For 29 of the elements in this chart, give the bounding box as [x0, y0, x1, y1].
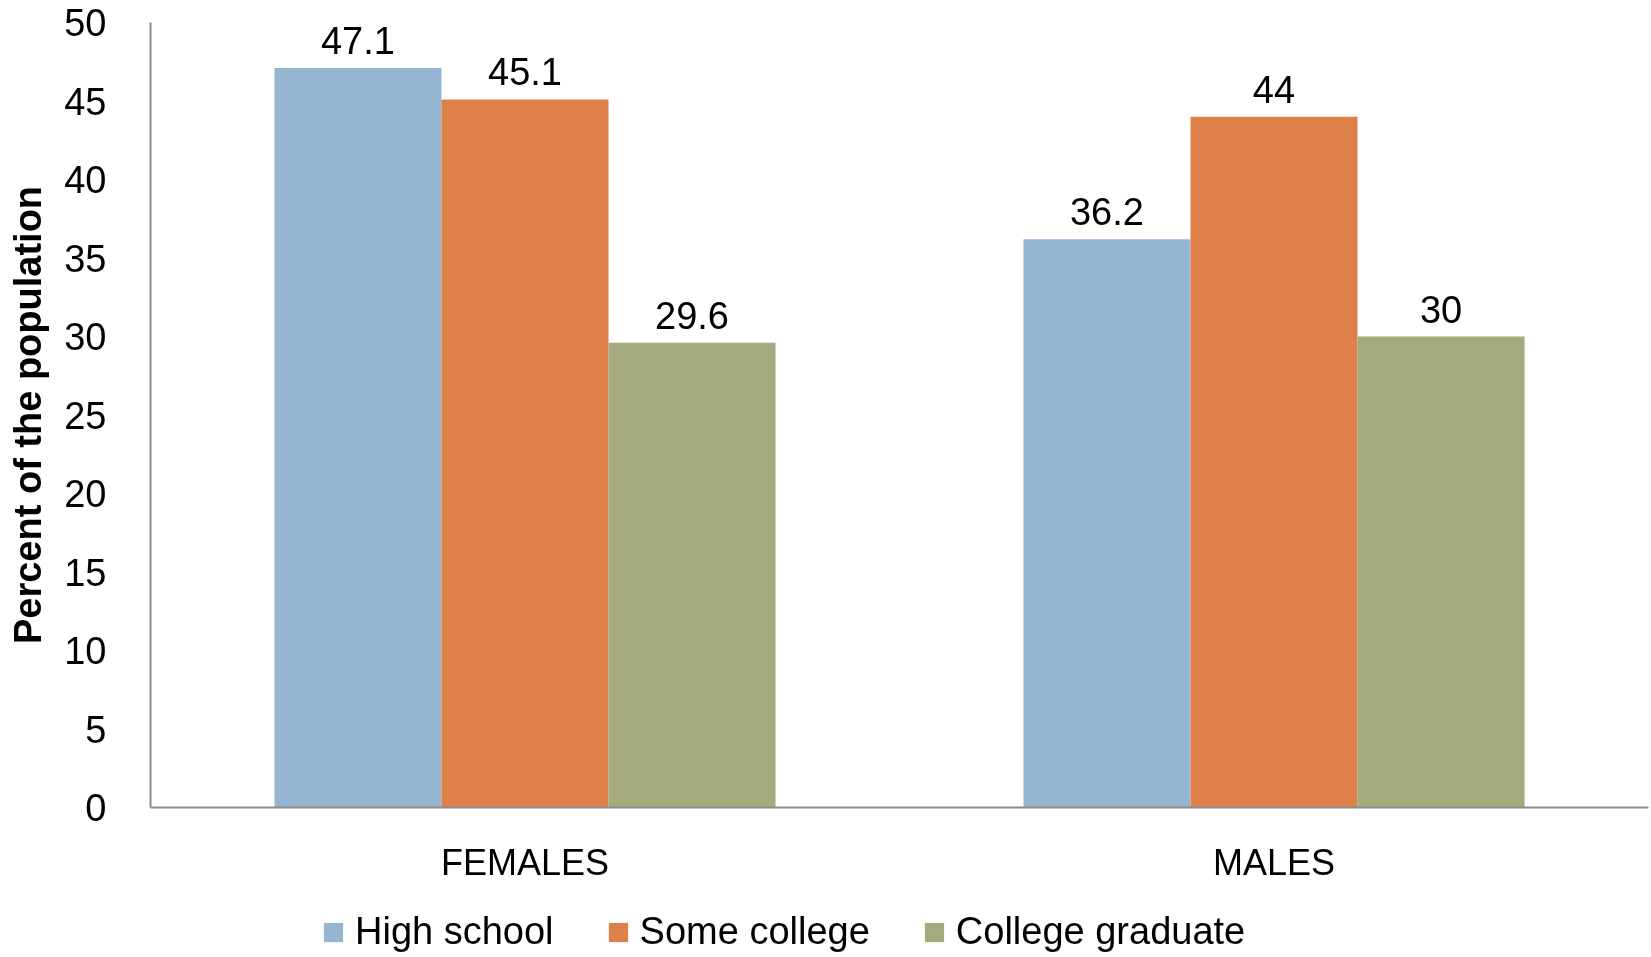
y-tick-label: 15	[64, 551, 107, 594]
legend-label: High school	[355, 910, 554, 953]
bar	[1190, 116, 1358, 808]
y-tick-label: 35	[64, 237, 107, 280]
y-tick-label: 20	[64, 473, 107, 515]
y-axis-title: Percent of the population	[7, 185, 50, 645]
y-tick-label: 0	[85, 787, 107, 829]
data-label: 45.1	[488, 51, 562, 94]
bar	[274, 68, 442, 808]
y-tick-label: 25	[64, 394, 107, 437]
data-label: 29.6	[655, 294, 730, 337]
bar	[1023, 239, 1191, 808]
y-tick-label: 5	[85, 708, 107, 751]
data-label: 47.1	[320, 20, 395, 63]
data-label: 44	[1252, 68, 1296, 111]
bar	[608, 342, 776, 808]
x-tick-label: FEMALES	[440, 841, 610, 883]
y-tick-label: 10	[64, 630, 107, 672]
data-label: 36.2	[1069, 191, 1144, 234]
bar	[441, 99, 609, 808]
data-label: 30	[1419, 288, 1463, 331]
y-tick-label: 50	[64, 2, 107, 44]
legend-label: Some college	[639, 910, 870, 953]
x-tick-label: MALES	[1212, 841, 1336, 883]
y-tick-label: 45	[64, 80, 107, 123]
y-tick-label: 40	[64, 159, 107, 201]
y-tick-label: 30	[64, 316, 107, 358]
legend-label: College graduate	[955, 910, 1246, 953]
bar	[1357, 336, 1525, 808]
